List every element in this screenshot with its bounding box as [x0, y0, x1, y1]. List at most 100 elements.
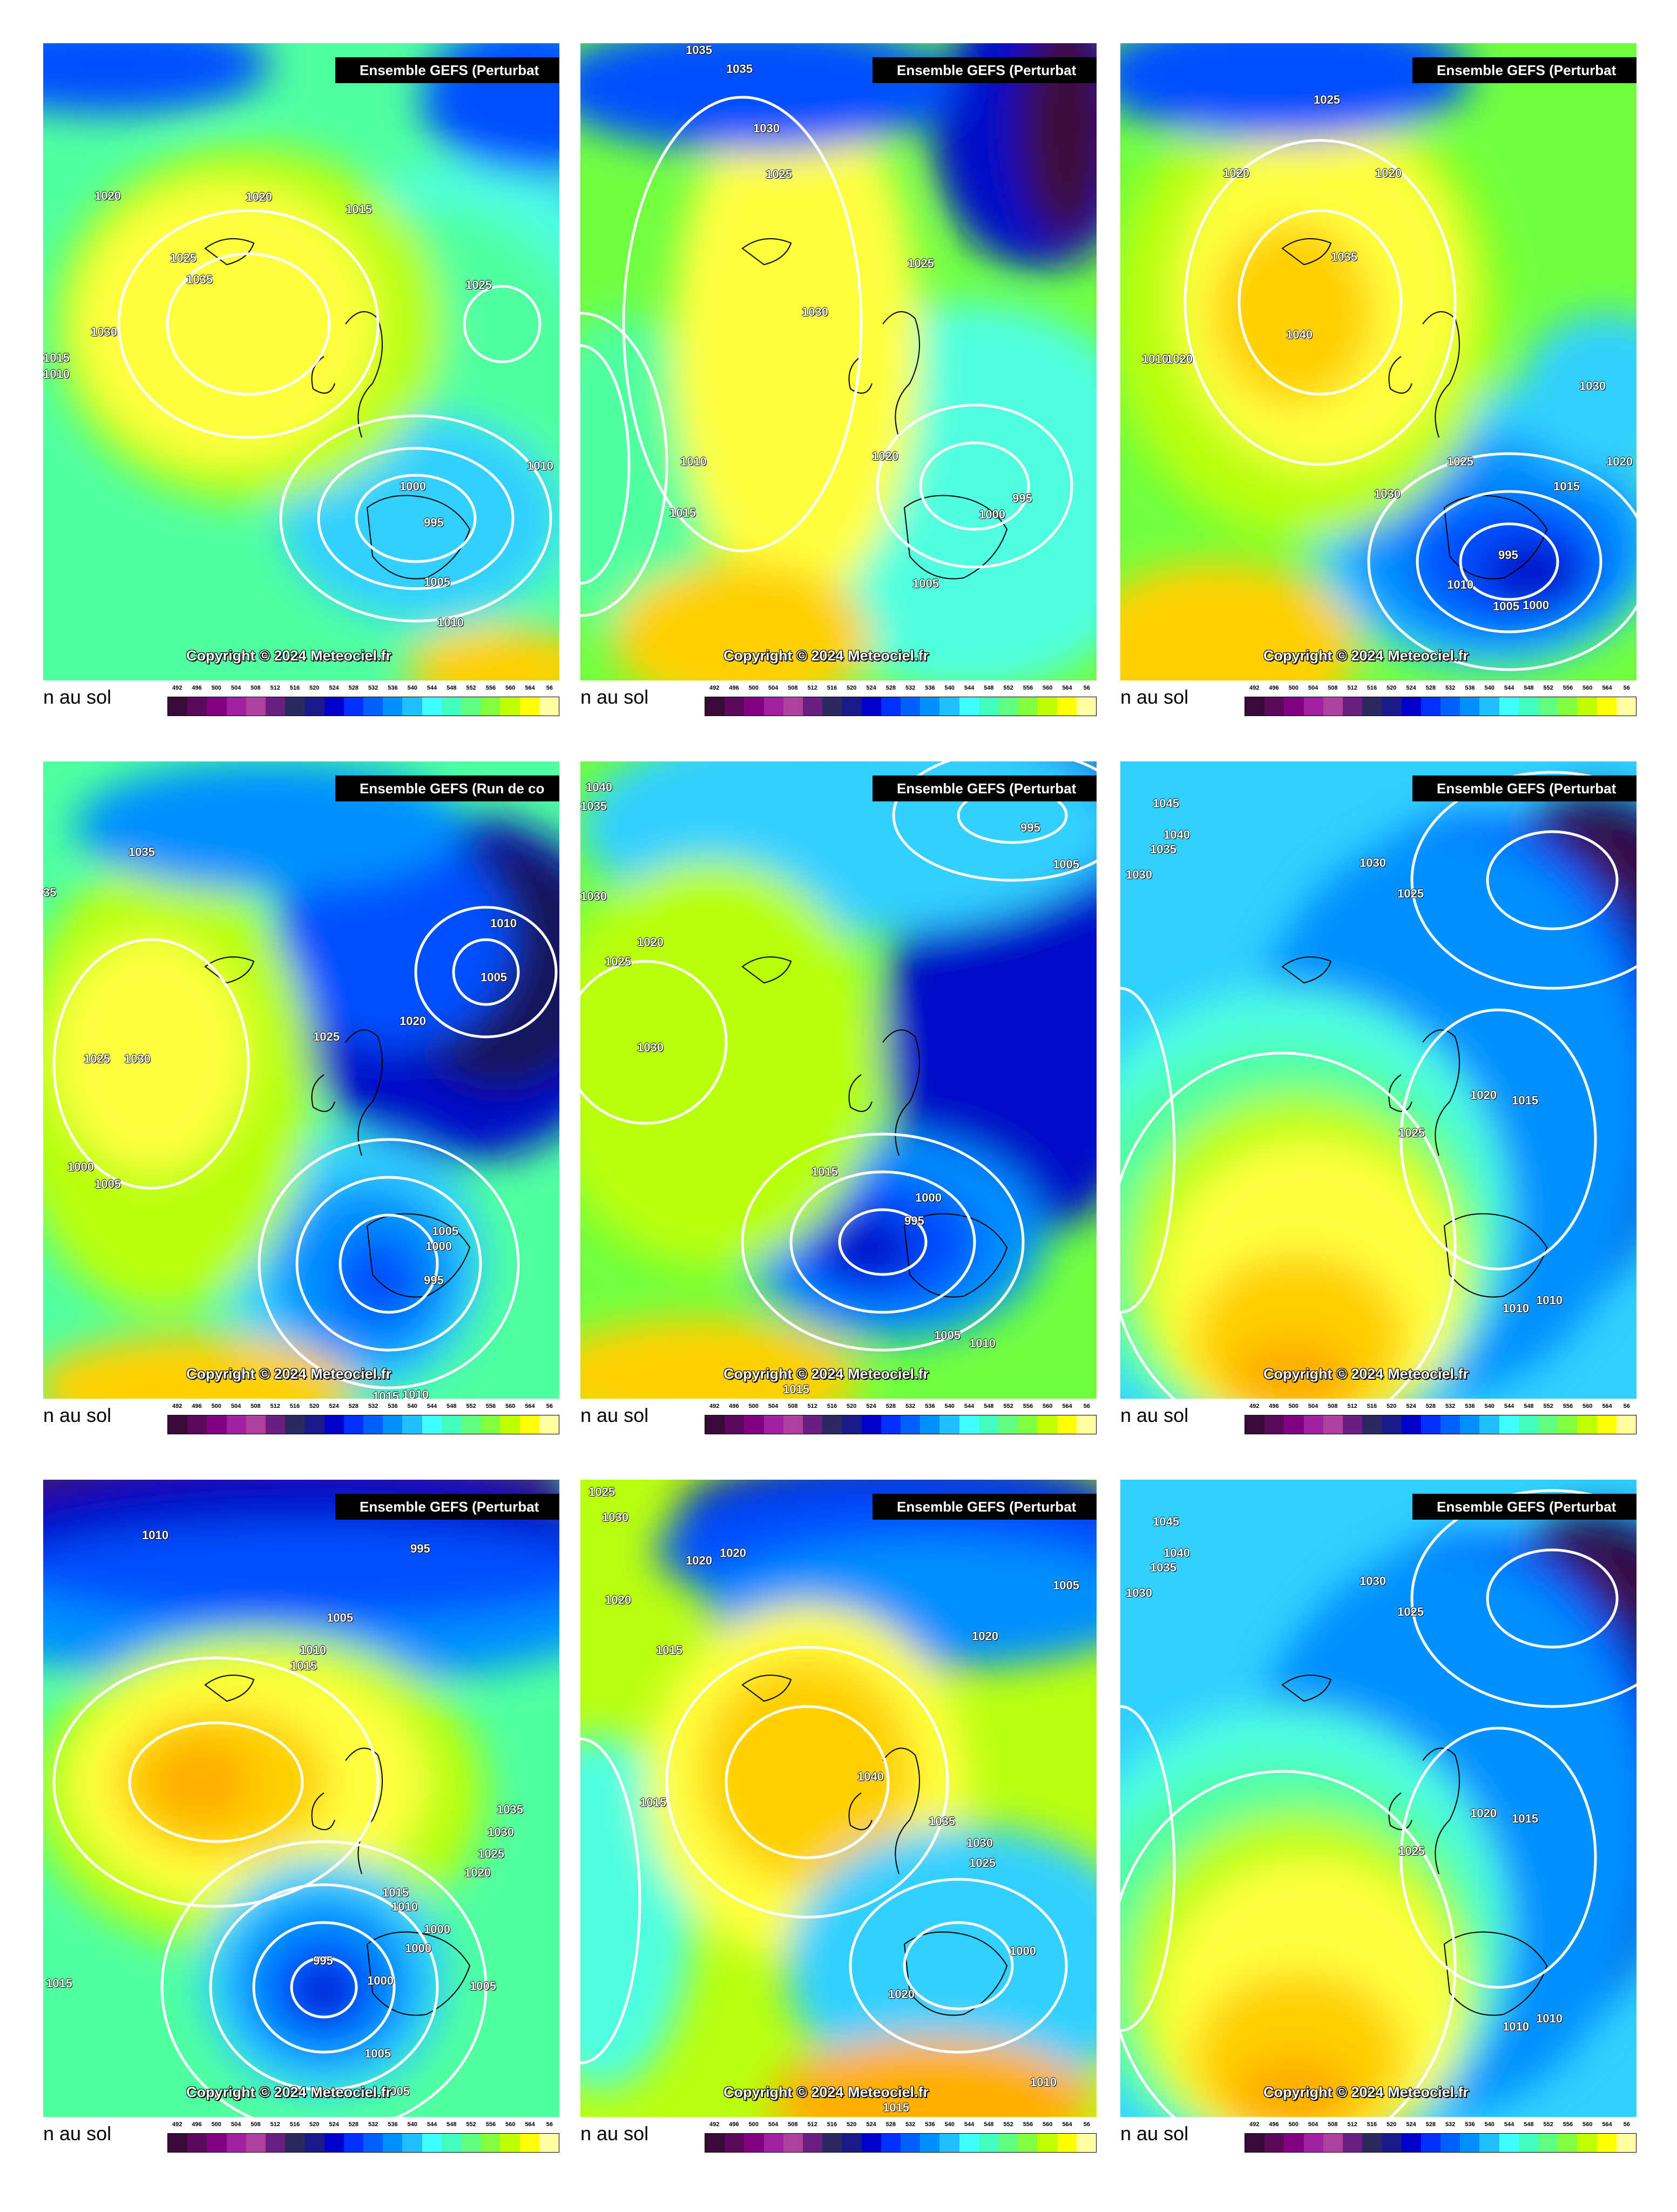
scale-tick-label: 516 — [289, 1403, 300, 1410]
scale-swatch — [705, 2134, 725, 2152]
scale-swatch — [725, 697, 745, 716]
isobar-line — [279, 414, 552, 623]
coastline — [741, 1675, 1008, 2016]
isobar-line — [160, 1840, 488, 2117]
color-scale: 492 496 500 504 508 512 516 520 524 528 532 536 540 5… — [167, 2121, 559, 2153]
height-field-blob — [699, 1658, 915, 1885]
scale-tick-label: 536 — [925, 685, 935, 691]
isobar-label: 1035 — [1150, 842, 1176, 856]
isobar-line — [725, 1705, 890, 1859]
scale-tick-label: 520 — [309, 685, 320, 691]
scale-tick-label: 524 — [866, 1403, 876, 1410]
scale-swatch — [539, 1415, 559, 1434]
scale-tick-label: 552 — [466, 1403, 476, 1410]
legend-caption: n au sol — [580, 1404, 649, 1426]
isobar-label: 1015 — [1512, 1094, 1538, 1107]
scale-swatch — [1037, 697, 1057, 716]
scale-tick-label: 548 — [984, 1403, 994, 1410]
isobar-line — [1184, 139, 1457, 466]
scale-tick-label: 504 — [1308, 1403, 1318, 1410]
scale-tick-label: 540 — [1484, 1403, 1495, 1410]
scale-tick-label: 564 — [1062, 2121, 1072, 2128]
run-header: Ensemble GEFS (Perturbat — [1412, 1494, 1637, 1520]
scale-tick-label: 492 — [1249, 1403, 1260, 1410]
scale-tick-label: 516 — [827, 685, 837, 691]
isobar-line — [622, 96, 863, 552]
isobar-line — [876, 403, 1073, 569]
isobar-label: 1020 — [872, 449, 898, 463]
isobar-label: 1035 — [929, 1815, 955, 1828]
scale-swatch — [1421, 1415, 1441, 1434]
geopotential-map: Ensemble GEFS (Perturbat 1035 1035 1030 1025… — [580, 43, 1097, 680]
isobar-label: 1020 — [972, 1629, 998, 1643]
scale-tick-label: 492 — [709, 1403, 720, 1410]
scale-tick-label: 544 — [1504, 685, 1514, 691]
scale-tick-label: 516 — [1367, 1403, 1377, 1410]
isobar-label: 1010 — [437, 616, 464, 629]
scale-tick-label: 528 — [348, 1403, 359, 1410]
scale-tick-label: 512 — [270, 685, 280, 691]
scale-swatch — [1076, 697, 1097, 716]
isobar-label: 1025 — [605, 955, 631, 968]
scale-tick-label: 520 — [1387, 1403, 1397, 1410]
run-header: Ensemble GEFS (Perturbat — [335, 57, 559, 83]
scale-swatch — [1057, 2134, 1077, 2152]
scale-swatch — [1499, 2134, 1519, 2152]
scale-swatch — [1284, 697, 1304, 716]
isobar-label: 995 — [424, 1273, 444, 1287]
isobar-line — [1486, 1548, 1619, 1649]
isobar-label: 1000 — [915, 1191, 942, 1204]
scale-tick-label: 548 — [447, 2121, 457, 2128]
scale-swatch — [422, 1415, 442, 1434]
isobar-label: 1035 — [1150, 1561, 1176, 1574]
map-field-svg — [580, 1480, 1097, 2117]
scale-swatch — [402, 1415, 422, 1434]
scale-tick-label: 556 — [485, 685, 496, 691]
scale-swatch — [461, 1415, 481, 1434]
copyright-text: Copyright © 2024 Meteociel.fr — [723, 648, 929, 664]
isobar-label: 1030 — [580, 889, 607, 903]
isobar-label: 1005 — [1053, 858, 1079, 871]
legend-caption: n au sol — [1120, 686, 1189, 708]
isobar-line — [355, 474, 477, 563]
scale-swatch — [1343, 697, 1363, 716]
scale-swatch — [305, 1415, 324, 1434]
isobar-label: 1015 — [1553, 480, 1580, 493]
isobar-line — [1120, 1705, 1176, 2032]
height-field-blob — [580, 1318, 861, 1399]
scale-tick-label: 544 — [427, 2121, 437, 2128]
scale-swatch — [1538, 1415, 1558, 1434]
scale-swatch — [725, 1415, 745, 1434]
scale-swatch — [1264, 1415, 1284, 1434]
isobar-label: 1010 — [1447, 578, 1473, 591]
legend-caption: n au sol — [1120, 2122, 1189, 2144]
scale-swatch — [246, 1415, 266, 1434]
map-field-svg — [580, 43, 1097, 680]
isobar-label: 1020 — [1166, 352, 1193, 366]
isobar-line — [849, 1878, 1068, 2054]
scale-tick-label: 496 — [192, 685, 202, 691]
scale-tick-label: 512 — [1347, 2121, 1357, 2128]
legend-footer: n au sol 492 496 500 504 508 512 516 520 524 528 53… — [580, 2117, 1097, 2153]
scale-swatch — [1479, 2134, 1499, 2152]
isobar-label: 1015 — [290, 1659, 317, 1673]
isobar-label: 1030 — [1579, 379, 1606, 393]
isobar-line — [1367, 452, 1637, 671]
map-field-svg — [580, 761, 1097, 1399]
scale-swatch — [363, 697, 383, 716]
height-field-blob — [43, 1334, 356, 1399]
scale-tick-label: 56 — [1083, 1403, 1090, 1410]
scale-swatch — [901, 1415, 921, 1434]
scale-swatch — [343, 2134, 364, 2152]
scale-tick-label: 560 — [505, 685, 516, 691]
isobar-label: 1040 — [586, 780, 612, 794]
scale-swatch — [1518, 1415, 1539, 1434]
scale-tick-label: 508 — [251, 1403, 261, 1410]
scale-swatch — [901, 697, 921, 716]
scale-swatch — [539, 2134, 559, 2152]
scale-swatch — [402, 697, 422, 716]
scale-swatch — [246, 697, 266, 716]
scale-tick-label: 532 — [368, 685, 378, 691]
isobar-line — [1410, 1489, 1637, 1708]
scale-swatch — [1538, 697, 1558, 716]
